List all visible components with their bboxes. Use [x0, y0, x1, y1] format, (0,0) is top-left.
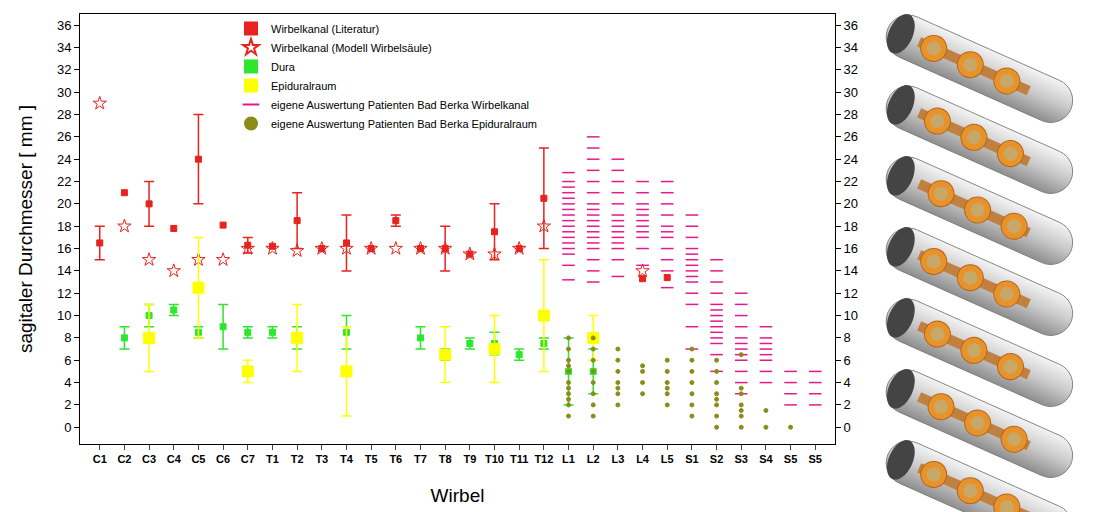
svg-text:C2: C2	[117, 453, 131, 465]
svg-text:C6: C6	[216, 453, 230, 465]
svg-text:L2: L2	[587, 453, 600, 465]
svg-text:Dura: Dura	[271, 61, 296, 73]
svg-text:14: 14	[844, 263, 858, 278]
svg-text:36: 36	[57, 18, 71, 33]
svg-text:26: 26	[57, 129, 71, 144]
svg-text:C3: C3	[142, 453, 156, 465]
svg-text:eigene Auswertung Patienten Ba: eigene Auswertung Patienten Bad Berka Wi…	[271, 99, 529, 111]
svg-text:T5: T5	[365, 453, 378, 465]
svg-text:18: 18	[57, 219, 71, 234]
svg-text:28: 28	[57, 107, 71, 122]
svg-text:14: 14	[57, 263, 71, 278]
svg-text:eigene Auswertung Patienten Ba: eigene Auswertung Patienten Bad Berka Ep…	[271, 118, 537, 130]
svg-text:T1: T1	[266, 453, 279, 465]
svg-text:8: 8	[64, 330, 71, 345]
svg-text:T10: T10	[485, 453, 504, 465]
svg-text:L1: L1	[562, 453, 575, 465]
svg-text:L3: L3	[611, 453, 624, 465]
svg-text:8: 8	[844, 330, 851, 345]
svg-text:16: 16	[844, 241, 858, 256]
svg-text:26: 26	[844, 129, 858, 144]
svg-text:C1: C1	[93, 453, 107, 465]
svg-text:20: 20	[57, 196, 71, 211]
svg-text:S5: S5	[784, 453, 797, 465]
svg-text:T9: T9	[463, 453, 476, 465]
svg-text:30: 30	[844, 85, 858, 100]
svg-text:4: 4	[64, 375, 71, 390]
svg-text:6: 6	[64, 353, 71, 368]
svg-text:2: 2	[64, 397, 71, 412]
svg-text:10: 10	[844, 308, 858, 323]
svg-text:T8: T8	[439, 453, 452, 465]
svg-text:L4: L4	[636, 453, 650, 465]
svg-text:2: 2	[844, 397, 851, 412]
svg-text:22: 22	[844, 174, 858, 189]
svg-text:0: 0	[844, 420, 851, 435]
svg-text:C5: C5	[191, 453, 205, 465]
svg-text:Wirbelkanal (Literatur): Wirbelkanal (Literatur)	[271, 23, 379, 35]
svg-text:T7: T7	[414, 453, 427, 465]
svg-text:24: 24	[57, 152, 71, 167]
svg-text:32: 32	[57, 62, 71, 77]
svg-text:4: 4	[844, 375, 851, 390]
svg-text:Epiduralraum: Epiduralraum	[271, 80, 336, 92]
svg-text:T11: T11	[510, 453, 528, 465]
svg-text:36: 36	[844, 18, 858, 33]
svg-text:sagitaler Durchmesser [ mm ]: sagitaler Durchmesser [ mm ]	[15, 105, 36, 353]
svg-text:T3: T3	[315, 453, 328, 465]
svg-text:6: 6	[844, 353, 851, 368]
svg-text:Wirbel: Wirbel	[431, 485, 485, 506]
svg-text:Wirbelkanal (Modell Wirbelsäul: Wirbelkanal (Modell Wirbelsäule)	[271, 42, 432, 54]
svg-text:S3: S3	[735, 453, 748, 465]
svg-text:0: 0	[64, 420, 71, 435]
svg-text:S1: S1	[685, 453, 698, 465]
svg-text:16: 16	[57, 241, 71, 256]
svg-text:T4: T4	[340, 453, 354, 465]
svg-text:24: 24	[844, 152, 858, 167]
svg-text:18: 18	[844, 219, 858, 234]
svg-text:28: 28	[844, 107, 858, 122]
svg-text:20: 20	[844, 196, 858, 211]
svg-text:34: 34	[844, 40, 858, 55]
svg-text:C4: C4	[167, 453, 182, 465]
svg-text:S2: S2	[710, 453, 723, 465]
svg-text:34: 34	[57, 40, 71, 55]
svg-text:30: 30	[57, 85, 71, 100]
svg-text:12: 12	[57, 286, 71, 301]
svg-text:T12: T12	[534, 453, 553, 465]
svg-text:C7: C7	[241, 453, 255, 465]
svg-text:T2: T2	[291, 453, 304, 465]
svg-text:T6: T6	[389, 453, 402, 465]
svg-text:L5: L5	[661, 453, 674, 465]
svg-text:32: 32	[844, 62, 858, 77]
svg-text:S5: S5	[809, 453, 822, 465]
svg-text:22: 22	[57, 174, 71, 189]
svg-text:10: 10	[57, 308, 71, 323]
svg-text:S4: S4	[759, 453, 773, 465]
svg-text:12: 12	[844, 286, 858, 301]
